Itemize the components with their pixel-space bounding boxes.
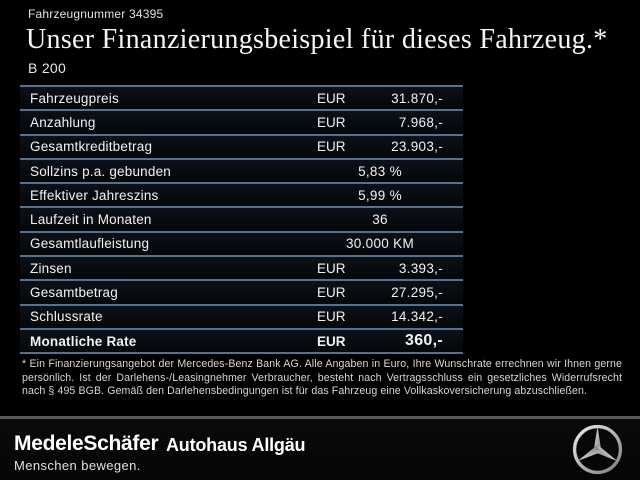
dealer-logo-autohaus-allgaeu: Autohaus Allgäu bbox=[166, 435, 306, 455]
financing-table: Fahrzeugpreis EUR 31.870,- Anzahlung EUR… bbox=[20, 85, 463, 355]
row-label: Gesamtkreditbetrag bbox=[30, 139, 153, 155]
row-label: Anzahlung bbox=[30, 114, 96, 130]
table-row: Gesamtkreditbetrag EUR 23.903,- bbox=[20, 133, 463, 158]
table-row: Gesamtlaufleistung 30.000 KM bbox=[20, 230, 463, 256]
model-name: B 200 bbox=[28, 60, 67, 76]
table-row-monthly-rate: Monatliche Rate EUR 360,- bbox=[20, 327, 463, 355]
mercedes-star-icon bbox=[572, 424, 623, 475]
row-label: Monatliche Rate bbox=[30, 333, 137, 349]
financing-footnote: * Ein Finanzierungsangebot der Mercedes-… bbox=[22, 358, 622, 398]
row-currency: EUR bbox=[317, 90, 346, 106]
row-label: Laufzeit in Monaten bbox=[30, 212, 152, 228]
row-value: 3.393,- bbox=[398, 260, 443, 276]
table-row: Sollzins p.a. gebunden 5,83 % bbox=[20, 157, 463, 183]
footer: MedeleSchäfer Autohaus Allgäu Menschen b… bbox=[0, 419, 640, 480]
row-currency: EUR bbox=[317, 309, 346, 325]
table-row: Anzahlung EUR 7.968,- bbox=[20, 109, 463, 134]
row-label: Gesamtlaufleistung bbox=[30, 236, 150, 252]
table-row: Fahrzeugpreis EUR 31.870,- bbox=[20, 85, 463, 110]
footer-divider bbox=[0, 416, 640, 419]
table-row: Effektiver Jahreszins 5,99 % bbox=[20, 182, 463, 207]
page-title: Unser Finanzierungsbeispiel für dieses F… bbox=[26, 24, 608, 55]
row-currency: EUR bbox=[317, 285, 346, 301]
row-value: 7.968,- bbox=[398, 114, 443, 130]
table-row: Laufzeit in Monaten 36 bbox=[20, 206, 463, 231]
row-value: 36 bbox=[372, 212, 388, 228]
table-row: Gesamtbetrag EUR 27.295,- bbox=[20, 279, 463, 304]
row-currency: EUR bbox=[317, 333, 346, 349]
row-value: 5,83 % bbox=[358, 163, 402, 179]
row-label: Schlussrate bbox=[30, 309, 103, 325]
row-value: 14.342,- bbox=[391, 309, 443, 325]
row-label: Zinsen bbox=[30, 260, 72, 276]
row-label: Sollzins p.a. gebunden bbox=[30, 163, 172, 179]
row-value: 30.000 KM bbox=[346, 236, 414, 252]
row-label: Effektiver Jahreszins bbox=[30, 187, 159, 203]
row-value: 360,- bbox=[405, 332, 443, 350]
row-currency: EUR bbox=[317, 114, 346, 130]
row-currency: EUR bbox=[317, 139, 346, 155]
dealer-logo-medele-schaefer: MedeleSchäfer bbox=[14, 432, 159, 455]
row-label: Fahrzeugpreis bbox=[30, 90, 119, 106]
table-row: Schlussrate EUR 14.342,- bbox=[20, 303, 463, 328]
dealer-tagline: Menschen bewegen. bbox=[14, 458, 141, 473]
vehicle-number: Fahrzeugnummer 34395 bbox=[28, 7, 164, 21]
row-currency: EUR bbox=[317, 260, 346, 276]
row-value: 27.295,- bbox=[391, 285, 443, 301]
row-value: 23.903,- bbox=[391, 139, 443, 155]
row-label: Gesamtbetrag bbox=[30, 285, 118, 301]
table-row: Zinsen EUR 3.393,- bbox=[20, 255, 463, 280]
row-value: 31.870,- bbox=[391, 90, 443, 106]
row-value: 5,99 % bbox=[358, 187, 402, 203]
